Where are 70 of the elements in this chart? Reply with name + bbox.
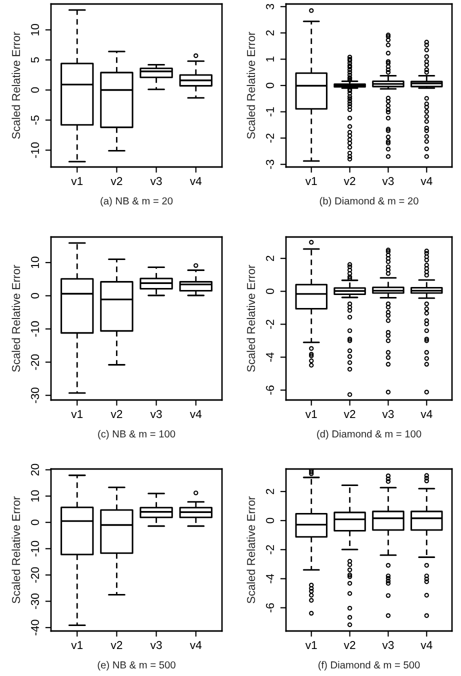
y-tick-label: -5 bbox=[31, 116, 40, 125]
y-tick-label: -20 bbox=[30, 567, 40, 583]
y-tick-label: 10 bbox=[30, 256, 40, 268]
x-tick-label: v4 bbox=[420, 177, 432, 185]
y-tick-label: 2 bbox=[266, 30, 274, 36]
y-tick-label: -1 bbox=[266, 107, 274, 116]
x-tick-label: v4 bbox=[190, 177, 202, 185]
x-axis-title: (d) Diamond & m = 100 bbox=[317, 430, 422, 440]
y-tick-label: 0 bbox=[266, 288, 274, 294]
x-axis-title: (a) NB & m = 20 bbox=[100, 197, 173, 207]
x-tick-label: v2 bbox=[110, 410, 122, 418]
x-tick-label: v1 bbox=[305, 641, 317, 649]
y-tick-label: -4 bbox=[266, 352, 274, 362]
y-tick-label: 0 bbox=[266, 82, 274, 88]
y-tick-label: -2 bbox=[266, 320, 274, 329]
y-tick-label: 20 bbox=[30, 464, 40, 476]
y-tick-label: 10 bbox=[30, 24, 40, 36]
y-tick-label: -30 bbox=[30, 593, 40, 610]
y-tick-label: -6 bbox=[266, 386, 274, 395]
y-tick-label: -2 bbox=[266, 134, 274, 143]
y-tick-label: -3 bbox=[266, 160, 274, 169]
x-tick-label: v4 bbox=[420, 410, 432, 418]
x-tick-label: v2 bbox=[344, 177, 356, 185]
x-tick-label: v4 bbox=[420, 641, 432, 649]
y-axis-title: Scaled Relative Error bbox=[12, 496, 20, 604]
x-tick-label: v3 bbox=[382, 177, 394, 186]
y-tick-label: 0 bbox=[266, 518, 274, 524]
y-tick-label: -6 bbox=[266, 603, 274, 612]
y-axis-title: Scaled Relative Error bbox=[246, 264, 256, 372]
y-tick-label: -10 bbox=[30, 321, 40, 337]
y-tick-label: 1 bbox=[266, 56, 274, 62]
x-tick-label: v3 bbox=[150, 177, 162, 186]
y-tick-label: 0 bbox=[30, 87, 40, 93]
x-tick-label: v1 bbox=[305, 177, 317, 185]
x-tick-label: v3 bbox=[150, 641, 162, 650]
y-tick-label: 0 bbox=[30, 520, 40, 526]
y-axis-title: Scaled Relative Error bbox=[246, 496, 256, 604]
x-axis-title: (b) Diamond & m = 20 bbox=[320, 197, 418, 207]
y-tick-label: 2 bbox=[266, 488, 274, 494]
x-tick-label: v2 bbox=[344, 410, 356, 418]
y-tick-label: 5 bbox=[31, 57, 40, 63]
y-tick-label: -10 bbox=[30, 540, 40, 556]
y-tick-label: 10 bbox=[30, 490, 40, 502]
x-tick-label: v4 bbox=[190, 641, 202, 649]
x-axis-title: (f) Diamond & m = 500 bbox=[318, 661, 420, 671]
y-tick-label: -40 bbox=[30, 620, 40, 636]
y-tick-label: -2 bbox=[266, 545, 274, 554]
x-tick-label: v3 bbox=[382, 641, 394, 650]
y-tick-label: 3 bbox=[266, 4, 274, 10]
y-tick-label: -30 bbox=[30, 388, 40, 404]
x-tick-label: v3 bbox=[150, 410, 162, 418]
x-tick-label: v3 bbox=[382, 410, 394, 418]
x-axis-title: (c) NB & m = 100 bbox=[98, 430, 176, 440]
y-tick-label: -10 bbox=[30, 142, 40, 158]
y-tick-label: 0 bbox=[30, 293, 40, 298]
y-axis-title: Scaled Relative Error bbox=[12, 32, 20, 139]
x-tick-label: v2 bbox=[344, 641, 356, 649]
y-tick-label: 2 bbox=[266, 256, 274, 261]
y-tick-label: -4 bbox=[266, 574, 274, 584]
y-axis-title: Scaled Relative Error bbox=[246, 32, 256, 139]
x-tick-label: v1 bbox=[71, 410, 83, 418]
x-tick-label: v1 bbox=[305, 410, 317, 418]
y-axis-title: Scaled Relative Error bbox=[12, 264, 20, 372]
x-tick-label: v2 bbox=[110, 177, 122, 185]
x-axis-title: (e) NB & m = 500 bbox=[98, 661, 176, 671]
x-tick-label: v1 bbox=[71, 177, 83, 185]
y-tick-label: -20 bbox=[30, 354, 40, 370]
x-tick-label: v1 bbox=[71, 641, 83, 649]
x-tick-label: v2 bbox=[110, 641, 122, 649]
x-tick-label: v4 bbox=[190, 410, 202, 418]
